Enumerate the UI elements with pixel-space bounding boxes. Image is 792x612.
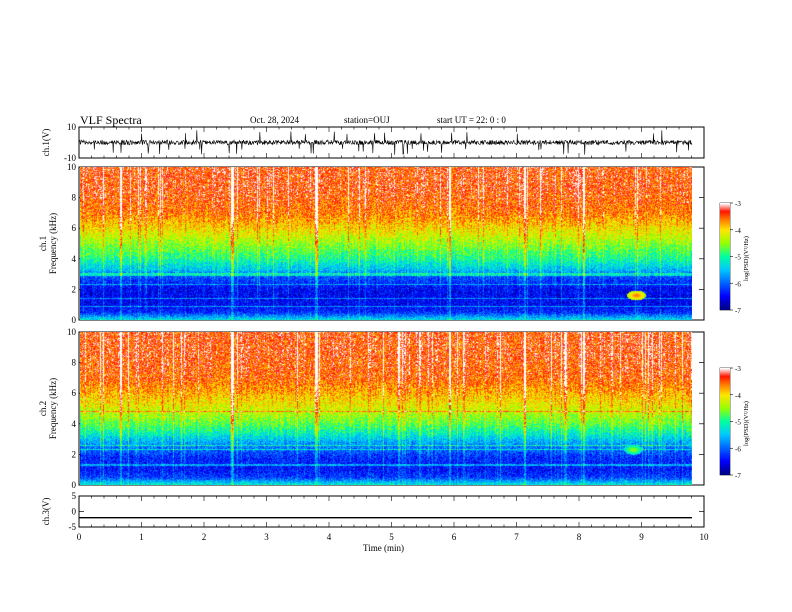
ch2-colorbar-tick-label: -6	[735, 445, 741, 453]
ch1-colorbar-tick-label: -4	[735, 227, 741, 235]
x-tick-label: 5	[389, 532, 394, 542]
ch3-waveform-ytick-label: 0	[72, 507, 77, 517]
ch1-colorbar-tick-label: -3	[735, 200, 741, 208]
ch1-colorbar-tick-label: -6	[735, 280, 741, 288]
figure-start-time: start UT = 22: 0 : 0	[437, 115, 506, 125]
ch2-colorbar-tick-label: -7	[735, 472, 741, 480]
x-tick-label: 7	[514, 532, 519, 542]
ch2-ylabel-channel: ch.2	[38, 401, 48, 416]
ch1-spectrogram-ytick-label: 6	[72, 223, 77, 233]
x-tick-label: 6	[452, 532, 457, 542]
x-tick-label: 0	[77, 532, 82, 542]
ch3-waveform-ytick-label: 5	[72, 491, 77, 501]
ch2-ylabel-frequency: Frequency (kHz)	[48, 378, 58, 439]
ch1-ylabel-channel: ch.1	[38, 236, 48, 251]
ch2-colorbar-tick-label: -5	[735, 419, 741, 427]
ch1-waveform-trace	[78, 130, 693, 155]
ch2-spectrogram-ytick-label: 0	[72, 480, 77, 490]
ch1-colorbar-tick-label: -7	[735, 307, 741, 315]
ch1-waveform-ylabel: ch.1(V)	[41, 129, 51, 157]
figure-station: station=OUJ	[344, 115, 390, 125]
x-tick-label: 4	[327, 532, 332, 542]
ch1-waveform-ytick-label: 10	[67, 122, 77, 132]
ch1-spectrogram-ytick-label: 8	[72, 193, 77, 203]
ch3-waveform-ytick-label: -5	[69, 522, 77, 532]
ch1-colorbar-tick-label: -5	[735, 254, 741, 262]
x-tick-label: 8	[577, 532, 582, 542]
figure-title: VLF Spectra	[80, 113, 142, 127]
figure-date: Oct. 28, 2024	[250, 115, 299, 125]
ch1-colorbar-image	[720, 203, 730, 310]
ch1-colorbar-label: log(PSD)(V²/Hz)	[743, 236, 750, 281]
ch2-spectrogram-ytick-label: 8	[72, 358, 77, 368]
x-tick-label: 3	[264, 532, 269, 542]
ch1-spectrogram-ytick-label: 10	[67, 162, 77, 172]
ch2-spectrogram-ytick-label: 4	[72, 419, 77, 429]
ch1-waveform-ytick-label: -10	[64, 153, 76, 163]
ch2-spectrogram-ytick-label: 2	[72, 449, 77, 459]
ch2-colorbar-tick-label: -4	[735, 392, 741, 400]
x-tick-label: 1	[139, 532, 144, 542]
ch2-spectrogram-image	[80, 332, 692, 485]
ch1-spectrogram-image	[80, 167, 692, 320]
x-tick-label: 9	[639, 532, 644, 542]
ch2-spectrogram-ytick-label: 10	[67, 327, 77, 337]
ch1-ylabel-frequency: Frequency (kHz)	[48, 213, 58, 274]
x-tick-label: 2	[202, 532, 207, 542]
ch3-waveform-ylabel: ch.3(V)	[41, 498, 51, 526]
ch1-spectrogram-ytick-label: 4	[72, 254, 77, 264]
ch2-spectrogram-ytick-label: 6	[72, 388, 77, 398]
ch2-colorbar-tick-label: -3	[735, 365, 741, 373]
ch1-spectrogram-ytick-label: 0	[72, 315, 77, 325]
ch2-colorbar-label: log(PSD)(V²/Hz)	[743, 401, 750, 446]
x-tick-label: 10	[700, 532, 710, 542]
ch1-spectrogram-ytick-label: 2	[72, 284, 77, 294]
ch2-colorbar-image	[720, 368, 730, 475]
x-axis-label: Time (min)	[363, 543, 404, 553]
